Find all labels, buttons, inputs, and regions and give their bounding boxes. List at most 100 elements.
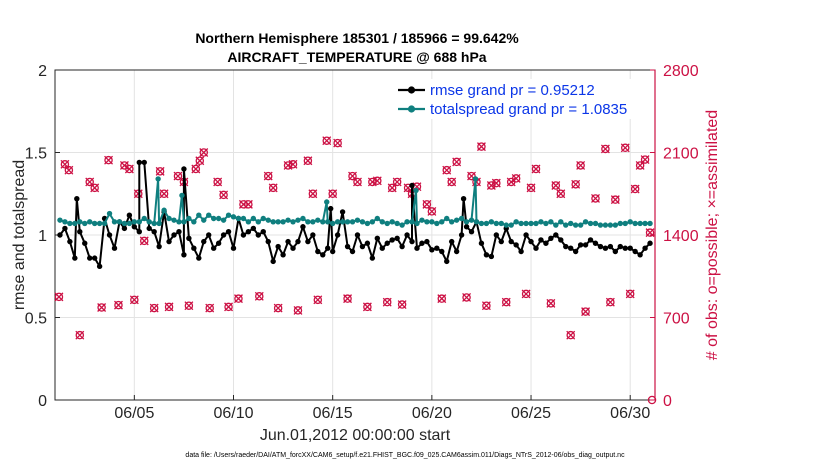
obs-count-marker — [322, 136, 332, 146]
data-point-totalspread — [399, 222, 405, 228]
data-point-rmse — [230, 245, 237, 251]
data-point-rmse — [577, 242, 584, 248]
data-point-totalspread — [225, 212, 232, 218]
data-point-rmse — [592, 240, 599, 246]
data-point-totalspread — [413, 187, 419, 194]
data-point-totalspread — [488, 219, 495, 225]
data-point-totalspread — [632, 220, 638, 227]
data-point-rmse — [285, 238, 291, 245]
data-point-totalspread — [275, 219, 281, 225]
obs-count-marker — [635, 161, 645, 170]
data-point-rmse — [483, 252, 490, 258]
data-point-totalspread — [513, 219, 519, 225]
data-point-rmse — [458, 232, 465, 238]
obs-count-marker — [263, 171, 273, 181]
data-point-totalspread — [533, 220, 539, 227]
data-point-totalspread — [359, 219, 366, 225]
data-point-rmse — [171, 232, 177, 238]
data-point-rmse — [106, 232, 113, 238]
data-point-totalspread — [409, 219, 415, 225]
data-point-totalspread — [191, 219, 197, 225]
obs-count-marker — [422, 199, 432, 209]
data-point-totalspread — [230, 214, 237, 220]
data-point-rmse — [632, 248, 638, 255]
data-point-totalspread — [146, 219, 152, 225]
data-point-rmse — [349, 248, 356, 255]
data-point-totalspread — [424, 219, 430, 225]
obs-count-marker — [521, 289, 531, 299]
data-point-totalspread — [543, 220, 549, 227]
obs-count-marker — [313, 295, 323, 305]
data-point-totalspread — [62, 219, 68, 225]
data-point-rmse — [334, 232, 341, 238]
data-point-totalspread — [186, 215, 192, 222]
data-point-totalspread — [498, 220, 504, 227]
data-point-rmse — [444, 258, 450, 265]
y-tick-label: 1.5 — [25, 146, 47, 163]
data-point-totalspread — [77, 219, 83, 225]
y-tick-label: 1 — [38, 228, 47, 245]
data-point-rmse — [215, 240, 222, 246]
obs-count-marker — [191, 164, 201, 174]
data-point-rmse — [295, 238, 301, 245]
data-point-rmse — [310, 232, 316, 238]
obs-count-marker — [481, 301, 491, 311]
data-point-totalspread — [57, 217, 63, 223]
obs-count-marker — [75, 330, 85, 340]
legend-marker-rmse — [407, 86, 416, 94]
data-point-totalspread — [414, 220, 420, 227]
data-point-totalspread — [196, 212, 202, 218]
y2-axis-label: # of obs: o=possible; ×=assimilated — [704, 110, 721, 360]
data-point-totalspread — [161, 207, 167, 213]
data-point-rmse — [191, 245, 197, 251]
obs-count-marker — [205, 303, 215, 313]
obs-count-marker — [546, 298, 556, 308]
data-point-totalspread — [334, 219, 341, 225]
y2-tick-label: 0 — [663, 393, 672, 410]
obs-count-marker — [268, 183, 278, 193]
data-point-totalspread — [141, 215, 147, 222]
obs-count-marker — [224, 302, 234, 312]
obs-count-marker — [54, 292, 64, 302]
data-point-rmse — [404, 232, 410, 238]
data-point-totalspread — [483, 220, 490, 227]
y-axis-ticks: 0 0.5 1 1.5 2 — [25, 63, 60, 410]
data-point-totalspread — [310, 219, 316, 225]
legend-label-rmse: rmse grand pr = 0.95212 — [430, 82, 595, 99]
obs-count-marker — [610, 195, 620, 205]
data-point-rmse — [74, 196, 80, 202]
data-point-rmse — [508, 238, 514, 245]
obs-count-marker — [343, 294, 353, 304]
obs-count-marker — [437, 294, 447, 304]
data-point-totalspread — [444, 215, 450, 222]
data-point-rmse — [612, 248, 619, 255]
data-point-totalspread — [429, 219, 435, 225]
data-point-totalspread — [295, 217, 301, 223]
data-point-rmse — [82, 240, 88, 246]
data-point-totalspread — [627, 219, 633, 225]
obs-count-marker — [119, 161, 129, 170]
data-point-totalspread — [240, 215, 247, 222]
data-point-rmse — [543, 240, 549, 246]
y2-tick-label: 2100 — [663, 146, 699, 163]
data-point-totalspread — [156, 220, 162, 227]
obs-count-marker — [149, 303, 159, 313]
legend-label-totalspread: totalspread grand pr = 1.0835 — [430, 101, 627, 118]
data-point-totalspread — [617, 220, 623, 227]
obs-count-marker — [372, 176, 382, 186]
data-point-totalspread — [523, 220, 529, 227]
data-point-totalspread — [131, 219, 138, 225]
data-point-rmse — [369, 255, 376, 261]
data-point-rmse — [87, 255, 93, 261]
data-point-totalspread — [558, 219, 564, 225]
data-point-totalspread — [111, 219, 118, 225]
data-point-totalspread — [439, 219, 445, 225]
data-point-rmse — [448, 238, 455, 245]
y2-tick-label: 2800 — [663, 63, 699, 80]
data-point-totalspread — [518, 220, 524, 227]
data-point-totalspread — [622, 220, 628, 227]
data-point-totalspread — [155, 176, 161, 182]
data-point-rmse — [300, 224, 306, 230]
obs-count-marker — [303, 156, 313, 166]
